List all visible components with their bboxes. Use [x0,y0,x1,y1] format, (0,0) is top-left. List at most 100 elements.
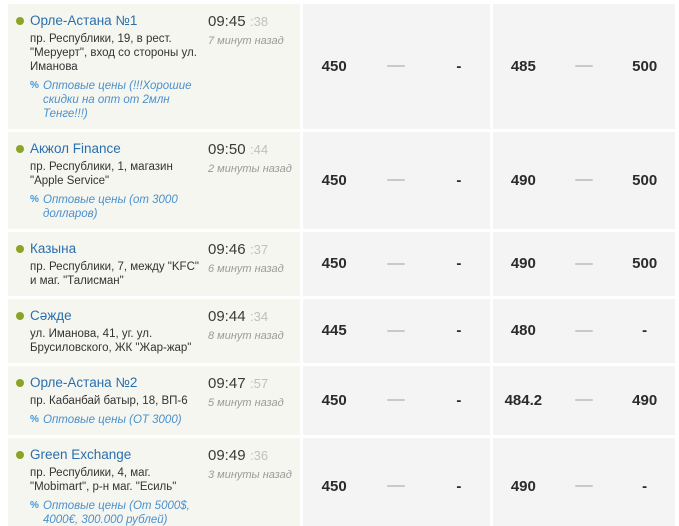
usd-sell-value: - [456,322,462,339]
usd-buy-value: 450 [321,57,347,75]
update-time-seconds: :44 [250,142,269,157]
exchange-text-block: Орле-Астана №2 пр. Кабанбай батыр, 18, В… [30,374,208,427]
update-time-seconds: :38 [250,14,269,29]
exchange-address: пр. Республики, 4, маг. "Mobimart", р-н … [30,467,177,493]
update-time: 09:46 :37 [208,241,296,259]
exchange-name-link[interactable]: Казына [30,241,77,256]
percent-icon: % [30,414,39,425]
dash-separator-icon [387,329,406,332]
usd-rates-cell: 445 - [303,299,490,363]
promo-text: Оптовые цены (!!!Хорошие скидки на опт о… [43,80,192,120]
eur-buy-value: 480 [510,322,536,339]
exchange-address: пр. Кабанбай батыр, 18, ВП-6 [30,395,188,407]
exchange-info-cell: Орле-Астана №1 пр. Республики, 19, в рес… [8,4,300,129]
exchange-name-link[interactable]: Green Exchange [30,447,132,462]
update-time-seconds: :34 [250,309,269,324]
eur-sell-value: - [642,322,648,339]
promo-text: Оптовые цены (От 5000$, 4000€, 300.000 р… [43,500,190,526]
dash-separator-icon [387,399,406,402]
usd-buy-value: 445 [321,322,347,339]
eur-buy-value: 490 [510,255,536,272]
exchange-text-block: Акжол Finance пр. Республики, 1, магазин… [30,140,208,221]
eur-sell-value: 500 [632,255,658,272]
usd-sell-value: - [456,477,462,495]
exchange-text-block: Орле-Астана №1 пр. Республики, 19, в рес… [30,12,208,121]
eur-sell-value: 500 [632,57,658,75]
exchange-text-block: Green Exchange пр. Республики, 4, маг. "… [30,446,208,526]
exchange-address: пр. Республики, 7, между "KFC" и маг. "Т… [30,261,199,287]
exchange-row: Орле-Астана №2 пр. Кабанбай батыр, 18, В… [8,366,675,435]
last-update-block: 09:45 :38 7 минут назад [208,12,296,48]
percent-icon: % [30,194,39,205]
exchange-row: Казына пр. Республики, 7, между "KFC" и … [8,232,675,296]
exchange-info-cell: Орле-Астана №2 пр. Кабанбай батыр, 18, В… [8,366,300,435]
update-ago-label: 5 минут назад [208,397,284,409]
exchange-address: пр. Республики, 1, магазин "Apple Servic… [30,161,173,187]
update-time-seconds: :57 [250,376,269,391]
exchange-name-link[interactable]: Акжол Finance [30,141,121,156]
exchange-name-link[interactable]: Орле-Астана №1 [30,13,138,28]
exchange-row: Акжол Finance пр. Республики, 1, магазин… [8,132,675,229]
status-dot-icon [16,379,24,387]
usd-rates-cell: 450 - [303,132,490,229]
update-ago-label: 2 минуты назад [208,163,292,175]
update-ago-label: 7 минут назад [208,35,284,47]
eur-sell-value: 490 [632,391,658,409]
update-time-hhmm: 09:49 [208,447,246,464]
update-time: 09:49 :36 [208,447,296,465]
dash-separator-icon [575,65,593,68]
usd-rates-cell: 450 - [303,366,490,435]
exchange-address: пр. Республики, 19, в рест. "Меруерт", в… [30,33,197,73]
status-dot-icon [16,312,24,320]
exchange-info-cell: Сәжде ул. Иманова, 41, уг. ул. Брусиловс… [8,299,300,363]
exchange-info-cell: Казына пр. Республики, 7, между "KFC" и … [8,232,300,296]
update-time-seconds: :37 [250,242,269,257]
dash-separator-icon [387,179,406,182]
usd-buy-value: 450 [321,391,347,409]
last-update-block: 09:49 :36 3 минуты назад [208,446,296,482]
promo-line: % Оптовые цены (от 3000 долларов) [30,193,204,221]
usd-sell-value: - [456,391,462,409]
dash-separator-icon [575,399,593,402]
exchange-text-block: Казына пр. Республики, 7, между "KFC" и … [30,240,208,288]
usd-rates-cell: 450 - [303,4,490,129]
eur-buy-value: 484.2 [504,391,543,409]
last-update-block: 09:50 :44 2 минуты назад [208,140,296,176]
update-time: 09:47 :57 [208,375,296,393]
exchange-row: Орле-Астана №1 пр. Республики, 19, в рес… [8,4,675,129]
exchange-info-cell: Green Exchange пр. Республики, 4, маг. "… [8,438,300,526]
eur-buy-value: 485 [510,57,536,75]
eur-sell-value: 500 [632,171,658,189]
update-time-hhmm: 09:45 [208,13,246,30]
eur-rates-cell: 490 - [493,438,675,526]
status-dot-icon [16,17,24,25]
update-ago-label: 8 минут назад [208,330,284,342]
update-ago-label: 6 минут назад [208,263,284,275]
eur-rates-cell: 480 - [493,299,675,363]
promo-line: % Оптовые цены (ОТ 3000) [30,413,204,427]
percent-icon: % [30,500,39,511]
dash-separator-icon [387,262,406,265]
exchange-name-link[interactable]: Сәжде [30,308,72,323]
usd-sell-value: - [456,57,462,75]
dash-separator-icon [575,485,593,488]
update-time-hhmm: 09:50 [208,141,246,158]
eur-rates-cell: 490 500 [493,232,675,296]
dash-separator-icon [575,262,593,265]
exchange-name-link[interactable]: Орле-Астана №2 [30,375,138,390]
dash-separator-icon [387,65,406,68]
promo-line: % Оптовые цены (От 5000$, 4000€, 300.000… [30,499,204,526]
exchange-address: ул. Иманова, 41, уг. ул. Брусиловского, … [30,328,192,354]
exchange-row: Сәжде ул. Иманова, 41, уг. ул. Брусиловс… [8,299,675,363]
update-time-seconds: :36 [250,448,269,463]
exchange-row: Green Exchange пр. Республики, 4, маг. "… [8,438,675,526]
usd-buy-value: 450 [321,255,347,272]
last-update-block: 09:44 :34 8 минут назад [208,307,296,343]
dash-separator-icon [387,485,406,488]
promo-text: Оптовые цены (от 3000 долларов) [43,194,178,220]
exchange-info-cell: Акжол Finance пр. Республики, 1, магазин… [8,132,300,229]
update-time-hhmm: 09:47 [208,375,246,392]
eur-rates-cell: 484.2 490 [493,366,675,435]
update-time-hhmm: 09:46 [208,241,246,258]
